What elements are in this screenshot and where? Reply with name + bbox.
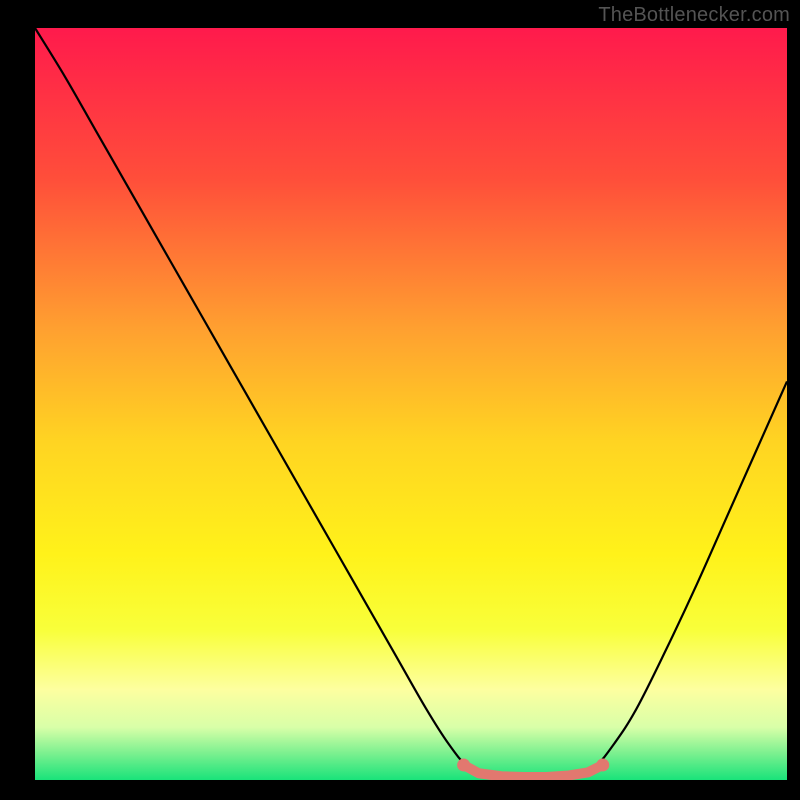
mask-left (0, 0, 35, 800)
plot-background (35, 28, 787, 780)
chart-stage: TheBottlenecker.com (0, 0, 800, 800)
watermark-text: TheBottlenecker.com (598, 4, 790, 27)
bottleneck-chart (0, 0, 800, 800)
highlight-end-marker (596, 758, 609, 771)
mask-right (787, 0, 800, 800)
mask-bottom (0, 780, 800, 800)
